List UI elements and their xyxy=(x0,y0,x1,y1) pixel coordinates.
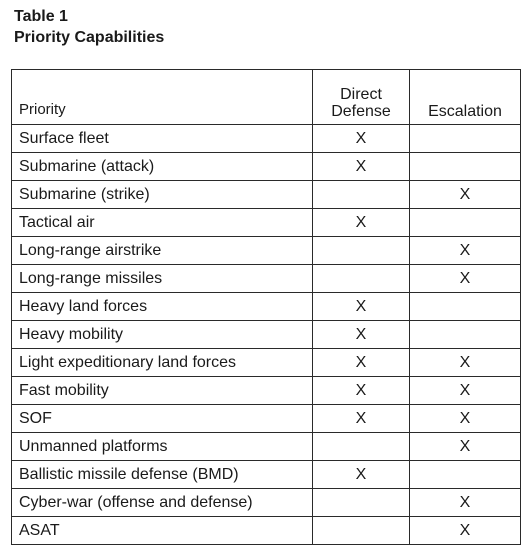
escalation-cell xyxy=(409,152,521,181)
direct-defense-cell xyxy=(312,264,410,293)
direct-defense-cell xyxy=(312,488,410,517)
escalation-cell xyxy=(409,320,521,349)
direct-defense-cell xyxy=(312,236,410,265)
priority-cell: Cyber-war (offense and defense) xyxy=(11,488,313,517)
direct-defense-cell: X xyxy=(312,348,410,377)
table-row: Fast mobility X X xyxy=(11,376,521,405)
escalation-cell xyxy=(409,208,521,237)
escalation-cell: X xyxy=(409,432,521,461)
priority-cell: ASAT xyxy=(11,516,313,545)
priority-cell: Unmanned platforms xyxy=(11,432,313,461)
table-row: Submarine (attack) X xyxy=(11,152,521,181)
escalation-cell xyxy=(409,292,521,321)
table-row: Heavy land forces X xyxy=(11,292,521,321)
escalation-cell: X xyxy=(409,264,521,293)
escalation-cell: X xyxy=(409,404,521,433)
table-title: Priority Capabilities xyxy=(14,29,165,46)
header-row: Priority Direct Defense Escalation xyxy=(11,69,521,125)
direct-defense-cell: X xyxy=(312,152,410,181)
priority-cell: Tactical air xyxy=(11,208,313,237)
table-number: Table 1 xyxy=(14,8,68,25)
table-row: Unmanned platforms X xyxy=(11,432,521,461)
direct-defense-cell xyxy=(312,516,410,545)
escalation-cell: X xyxy=(409,180,521,209)
priority-cell: SOF xyxy=(11,404,313,433)
priority-cell: Fast mobility xyxy=(11,376,313,405)
table-row: Heavy mobility X xyxy=(11,320,521,349)
escalation-cell: X xyxy=(409,488,521,517)
priority-cell: Light expeditionary land forces xyxy=(11,348,313,377)
direct-defense-cell xyxy=(312,180,410,209)
table-body: Surface fleet X Submarine (attack) X Submari… xyxy=(11,124,521,545)
direct-defense-cell: X xyxy=(312,208,410,237)
direct-defense-cell: X xyxy=(312,376,410,405)
table-row: Cyber-war (offense and defense) X xyxy=(11,488,521,517)
priority-cell: Heavy land forces xyxy=(11,292,313,321)
escalation-cell xyxy=(409,460,521,489)
table-row: SOF X X xyxy=(11,404,521,433)
escalation-column-header: Escalation xyxy=(409,69,521,125)
direct-defense-cell: X xyxy=(312,124,410,153)
table-row: Tactical air X xyxy=(11,208,521,237)
escalation-cell: X xyxy=(409,516,521,545)
priority-cell: Long-range airstrike xyxy=(11,236,313,265)
direct-defense-cell xyxy=(312,432,410,461)
priority-cell: Ballistic missile defense (BMD) xyxy=(11,460,313,489)
escalation-cell xyxy=(409,124,521,153)
escalation-cell: X xyxy=(409,348,521,377)
direct-defense-cell: X xyxy=(312,404,410,433)
table-row: Light expeditionary land forces X X xyxy=(11,348,521,377)
table-row: Long-range airstrike X xyxy=(11,236,521,265)
direct-defense-header-line1: Direct xyxy=(340,86,382,103)
direct-defense-column-header: Direct Defense xyxy=(312,69,410,125)
priority-cell: Long-range missiles xyxy=(11,264,313,293)
priority-cell: Heavy mobility xyxy=(11,320,313,349)
table-row: Ballistic missile defense (BMD) X xyxy=(11,460,521,489)
direct-defense-cell: X xyxy=(312,460,410,489)
table-row: Surface fleet X xyxy=(11,124,521,153)
priority-cell: Submarine (attack) xyxy=(11,152,313,181)
direct-defense-cell: X xyxy=(312,320,410,349)
direct-defense-header-line2: Defense xyxy=(331,103,391,120)
priority-capabilities-table: Priority Direct Defense Escalation Surfa… xyxy=(11,69,521,545)
direct-defense-cell: X xyxy=(312,292,410,321)
table-row: Long-range missiles X xyxy=(11,264,521,293)
table-row: Submarine (strike) X xyxy=(11,180,521,209)
table-row: ASAT X xyxy=(11,516,521,545)
escalation-cell: X xyxy=(409,236,521,265)
escalation-cell: X xyxy=(409,376,521,405)
priority-cell: Surface fleet xyxy=(11,124,313,153)
priority-cell: Submarine (strike) xyxy=(11,180,313,209)
priority-column-header: Priority xyxy=(11,69,313,125)
table-caption: Table 1 Priority Capabilities xyxy=(14,6,164,48)
